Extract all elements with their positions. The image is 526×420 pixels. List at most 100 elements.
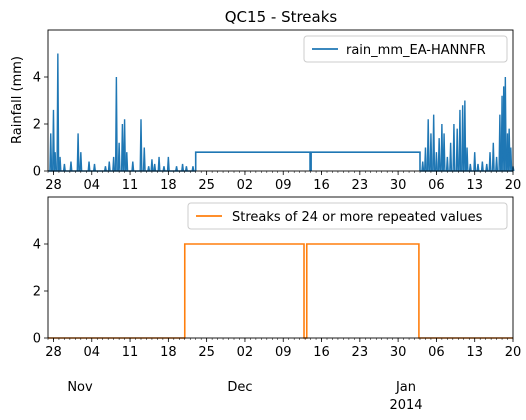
bottom-x-tick-label: 11 [122, 345, 139, 360]
bottom-legend: Streaks of 24 or more repeated values [187, 202, 508, 230]
top-axes: 024 28 04 11 18 25 02 09 16 23 30 06 13 20 Rainfall … [10, 29, 522, 193]
top-rain-spike [157, 156, 161, 172]
top-x-tick-label: 02 [237, 178, 254, 193]
bottom-y-tick-label: 2 [33, 285, 41, 300]
top-rain-spike [432, 114, 436, 172]
top-x-tick-label: 18 [160, 178, 177, 193]
top-x-tick-label: 23 [352, 178, 369, 193]
top-rain-spike [421, 161, 425, 172]
top-rain-spike [488, 152, 492, 172]
top-rain-spike [463, 100, 467, 172]
bottom-x-tick-label: 06 [428, 345, 445, 360]
top-rain-spike [465, 147, 469, 172]
month-label-dec: Dec [227, 380, 252, 395]
top-legend-label: rain_mm_EA-HANNFR [346, 43, 486, 58]
bottom-x-tick-label: 30 [390, 345, 407, 360]
bottom-plot-frame [47, 196, 514, 339]
top-rain-spike [429, 133, 433, 172]
top-x-tick-label: 13 [466, 178, 483, 193]
top-legend: rain_mm_EA-HANNFR [303, 35, 508, 63]
bottom-axes: 024 28 04 11 18 25 02 09 16 23 30 06 13 20 Streaks o… [33, 196, 521, 360]
chart-title: QC15 - Streaks [225, 8, 338, 26]
top-rain-spike [87, 161, 91, 172]
top-x-tick-label: 28 [45, 178, 62, 193]
top-x-tick-label: 06 [428, 178, 445, 193]
top-rain-spike [507, 128, 511, 172]
top-rain-spike [139, 119, 143, 172]
top-rain-spike [120, 123, 124, 172]
top-rain-spike [445, 156, 449, 172]
bottom-x-tick-label: 04 [83, 345, 100, 360]
top-rain-spike [107, 161, 111, 172]
top-rain-flat-segment [310, 151, 421, 171]
top-rain-spike [147, 166, 151, 172]
top-rain-spike [503, 76, 507, 172]
top-rain-spike [114, 76, 118, 172]
top-rain-spike [175, 166, 179, 172]
top-rain-spike [166, 156, 170, 172]
top-rain-spike [112, 156, 116, 172]
top-rain-spike [142, 147, 146, 172]
bottom-x-tick-label: 13 [466, 345, 483, 360]
bottom-series-line [48, 243, 513, 339]
top-rain-spike [509, 147, 513, 172]
top-rain-spike [131, 161, 135, 172]
top-rain-spike [423, 147, 427, 172]
bottom-legend-label: Streaks of 24 or more repeated values [232, 210, 483, 225]
top-rain-spike [181, 163, 185, 172]
top-rain-flat-segment [194, 151, 311, 171]
top-rain-spike [498, 114, 502, 172]
top-rain-spike [449, 142, 453, 172]
top-rain-spike [491, 142, 495, 172]
top-y-axis: 0 2 4 [33, 71, 48, 180]
top-x-tick-label: 04 [83, 178, 100, 193]
top-plot-frame [47, 29, 514, 172]
top-rain-spike [49, 133, 53, 172]
month-label-jan: Jan [395, 380, 416, 395]
top-rain-spike [79, 152, 83, 172]
bottom-x-tick-label: 20 [505, 345, 522, 360]
top-series-rain [48, 53, 515, 172]
bottom-y-axis: 0 2 4 [33, 238, 48, 347]
top-rain-spike [69, 161, 73, 172]
top-rain-spike [480, 161, 484, 172]
top-rain-spike [440, 123, 444, 172]
top-rain-spike [53, 152, 57, 172]
bottom-x-axis: 28 04 11 18 25 02 09 16 23 30 06 13 20 [45, 338, 521, 360]
top-rain-spike [162, 166, 166, 172]
top-rain-spike [437, 138, 441, 172]
top-x-tick-label: 09 [275, 178, 292, 193]
top-x-tick-label: 30 [390, 178, 407, 193]
month-label-nov: Nov [67, 380, 93, 395]
top-rain-spike [150, 159, 154, 172]
top-rain-spike [153, 163, 157, 172]
top-rain-spike [476, 163, 480, 172]
top-y-tick-label: 2 [33, 118, 41, 133]
top-rain-spike [485, 163, 489, 172]
top-rain-spike [123, 119, 127, 172]
top-rain-spike [495, 156, 499, 172]
top-y-tick-label: 0 [33, 165, 41, 180]
top-rain-spike [426, 119, 430, 172]
top-y-tick-label: 4 [33, 71, 41, 86]
top-rain-spike [468, 163, 472, 172]
top-legend-box [303, 35, 508, 63]
bottom-x-tick-label: 18 [160, 345, 177, 360]
bottom-x-tick-label: 02 [237, 345, 254, 360]
top-rain-spike [452, 123, 456, 172]
bottom-x-tick-label: 16 [313, 345, 330, 360]
top-x-tick-label: 20 [505, 178, 522, 193]
top-rain-spike [461, 105, 465, 172]
bottom-x-tick-label: 23 [352, 345, 369, 360]
top-rain-spike [58, 156, 62, 172]
top-rain-spike [455, 128, 459, 172]
bottom-y-tick-label: 0 [33, 332, 41, 347]
year-label: 2014 [389, 398, 422, 413]
top-rain-spike [93, 163, 96, 172]
top-rain-spike [117, 142, 121, 172]
top-rain-spike [76, 133, 80, 172]
top-rain-spike [51, 109, 55, 172]
top-rain-spike [103, 166, 107, 172]
bottom-x-tick-label: 28 [45, 345, 62, 360]
